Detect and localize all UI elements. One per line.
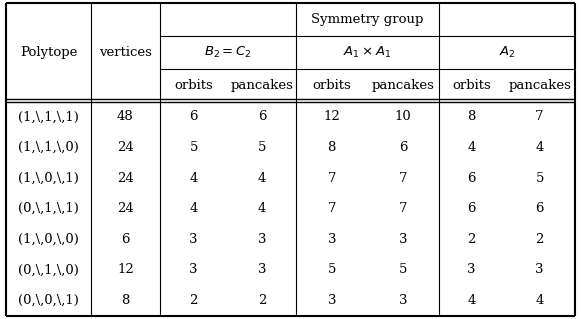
Text: 3: 3 xyxy=(258,263,266,277)
Text: (1,\,1,\,0): (1,\,1,\,0) xyxy=(18,141,79,154)
Text: 3: 3 xyxy=(189,263,198,277)
Text: 8: 8 xyxy=(467,110,475,123)
Text: 24: 24 xyxy=(117,141,134,154)
Text: pancakes: pancakes xyxy=(231,79,293,92)
Text: (1,\,0,\,0): (1,\,0,\,0) xyxy=(18,233,79,246)
Text: orbits: orbits xyxy=(174,79,213,92)
Text: 2: 2 xyxy=(258,294,266,307)
Text: 5: 5 xyxy=(399,263,407,277)
Text: 12: 12 xyxy=(117,263,134,277)
Text: 4: 4 xyxy=(189,202,198,215)
Text: 6: 6 xyxy=(467,202,475,215)
Text: 6: 6 xyxy=(189,110,198,123)
Text: 7: 7 xyxy=(328,202,336,215)
Text: 3: 3 xyxy=(535,263,544,277)
Text: vertices: vertices xyxy=(99,46,152,59)
Text: $B_2 = C_2$: $B_2 = C_2$ xyxy=(204,45,252,60)
Text: 4: 4 xyxy=(258,172,266,185)
Text: 24: 24 xyxy=(117,172,134,185)
Text: 5: 5 xyxy=(258,141,266,154)
Text: pancakes: pancakes xyxy=(508,79,571,92)
Text: 3: 3 xyxy=(399,294,407,307)
Text: 6: 6 xyxy=(258,110,266,123)
Text: 5: 5 xyxy=(536,172,544,185)
Text: 6: 6 xyxy=(121,233,130,246)
Text: 4: 4 xyxy=(536,294,544,307)
Text: 4: 4 xyxy=(467,141,475,154)
Text: 3: 3 xyxy=(328,294,336,307)
Text: 5: 5 xyxy=(328,263,336,277)
Text: (0,\,0,\,1): (0,\,0,\,1) xyxy=(18,294,79,307)
Text: 7: 7 xyxy=(328,172,336,185)
Text: (0,\,1,\,0): (0,\,1,\,0) xyxy=(18,263,79,277)
Text: Polytope: Polytope xyxy=(20,46,77,59)
Text: 24: 24 xyxy=(117,202,134,215)
Text: 2: 2 xyxy=(189,294,198,307)
Text: (1,\,1,\,1): (1,\,1,\,1) xyxy=(18,110,79,123)
Text: 7: 7 xyxy=(399,172,407,185)
Text: 6: 6 xyxy=(467,172,475,185)
Text: 3: 3 xyxy=(258,233,266,246)
Text: 3: 3 xyxy=(399,233,407,246)
Text: 4: 4 xyxy=(189,172,198,185)
Text: 8: 8 xyxy=(328,141,336,154)
Text: 7: 7 xyxy=(399,202,407,215)
Text: 12: 12 xyxy=(324,110,340,123)
Text: 7: 7 xyxy=(535,110,544,123)
Text: orbits: orbits xyxy=(452,79,490,92)
Text: 6: 6 xyxy=(399,141,407,154)
Text: $A_1 \times A_1$: $A_1 \times A_1$ xyxy=(343,45,392,60)
Text: Symmetry group: Symmetry group xyxy=(311,13,424,26)
Text: 10: 10 xyxy=(394,110,411,123)
Text: 4: 4 xyxy=(258,202,266,215)
Text: 8: 8 xyxy=(121,294,130,307)
Text: (1,\,0,\,1): (1,\,0,\,1) xyxy=(18,172,79,185)
Text: $A_2$: $A_2$ xyxy=(498,45,515,60)
Text: 6: 6 xyxy=(535,202,544,215)
Text: 4: 4 xyxy=(536,141,544,154)
Text: 5: 5 xyxy=(189,141,198,154)
Text: 2: 2 xyxy=(536,233,544,246)
Text: pancakes: pancakes xyxy=(371,79,435,92)
Text: (0,\,1,\,1): (0,\,1,\,1) xyxy=(18,202,79,215)
Text: 3: 3 xyxy=(328,233,336,246)
Text: 2: 2 xyxy=(467,233,475,246)
Text: 48: 48 xyxy=(117,110,134,123)
Text: 4: 4 xyxy=(467,294,475,307)
Text: 3: 3 xyxy=(189,233,198,246)
Text: orbits: orbits xyxy=(313,79,351,92)
Text: 3: 3 xyxy=(467,263,475,277)
